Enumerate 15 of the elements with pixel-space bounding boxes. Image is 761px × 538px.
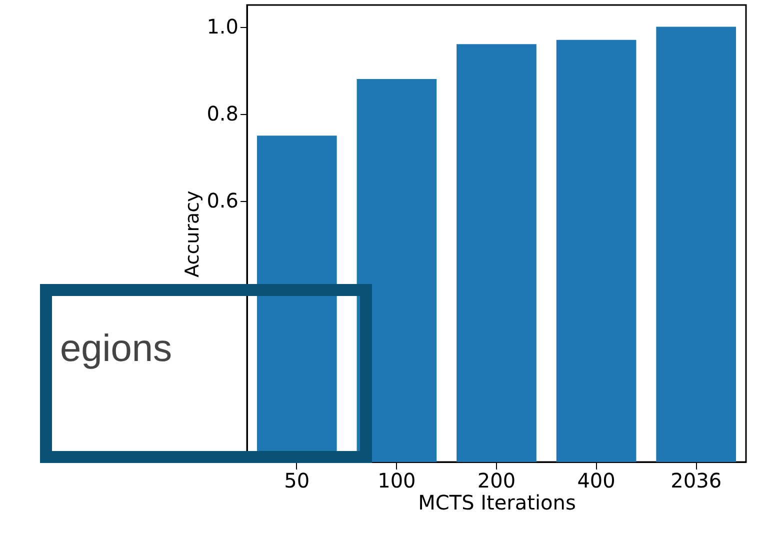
x-tick-label: 100 — [378, 468, 416, 492]
bar — [556, 40, 636, 462]
x-tick-label: 200 — [477, 468, 516, 492]
x-tick-label: 50 — [284, 468, 310, 492]
y-tick-label: 0.6 — [206, 188, 238, 212]
bar — [356, 78, 437, 462]
x-axis-title: MCTS Iterations — [418, 490, 576, 514]
y-tick-label: 1.0 — [206, 14, 238, 38]
bar — [456, 44, 536, 462]
x-tick-label: 2036 — [670, 468, 722, 492]
x-tick-label: 400 — [577, 468, 616, 492]
text: egions — [60, 328, 172, 370]
y-tick-label: 0.8 — [206, 101, 238, 126]
bar — [656, 26, 736, 462]
y-axis-title: Accuracy — [182, 190, 204, 278]
